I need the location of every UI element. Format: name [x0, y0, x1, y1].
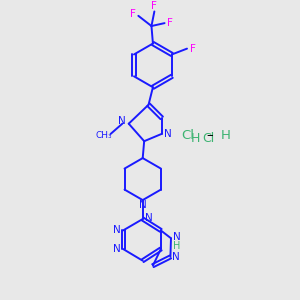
Text: N: N [172, 252, 180, 262]
Text: N: N [118, 116, 126, 126]
Text: N: N [145, 213, 152, 223]
Text: F: F [152, 1, 157, 11]
Text: N: N [113, 244, 121, 254]
Text: Cl: Cl [202, 132, 214, 145]
Text: H: H [172, 242, 180, 251]
Text: N: N [164, 129, 172, 139]
Text: Cl: Cl [182, 129, 194, 142]
Text: F: F [167, 18, 173, 28]
Text: H: H [221, 129, 231, 142]
Text: N: N [139, 200, 147, 210]
Text: H: H [190, 132, 200, 145]
Text: N: N [173, 232, 181, 242]
Text: –: – [206, 129, 213, 142]
Text: F: F [130, 9, 136, 19]
Text: N: N [113, 225, 121, 236]
Text: CH₃: CH₃ [95, 131, 112, 140]
Text: F: F [190, 44, 196, 54]
